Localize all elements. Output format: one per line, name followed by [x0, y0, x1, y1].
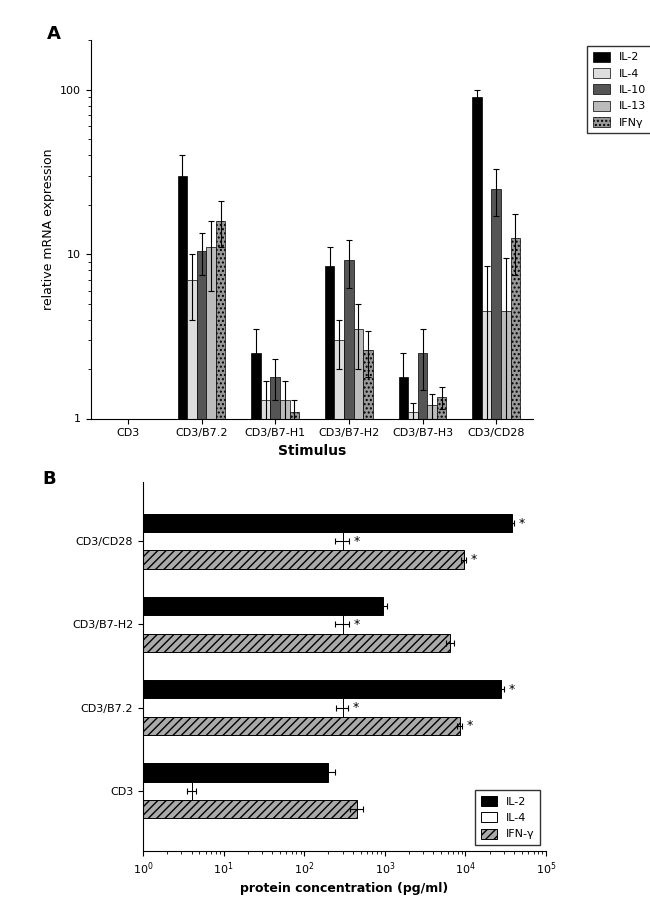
Bar	[270, 376, 280, 900]
Bar	[398, 376, 408, 900]
Text: *: *	[467, 719, 473, 733]
Bar	[501, 311, 510, 900]
Bar	[510, 238, 520, 900]
Bar	[177, 176, 187, 900]
Bar	[472, 97, 482, 900]
Bar	[261, 400, 270, 900]
Bar	[491, 189, 501, 900]
Bar	[354, 329, 363, 900]
Bar	[187, 280, 197, 900]
X-axis label: protein concentration (pg/ml): protein concentration (pg/ml)	[240, 882, 448, 896]
Legend: IL-2, IL-4, IL-10, IL-13, IFNγ: IL-2, IL-4, IL-10, IL-13, IFNγ	[588, 46, 650, 133]
Bar	[0, 763, 328, 781]
Bar	[418, 353, 427, 900]
Bar	[197, 251, 206, 900]
Bar	[0, 597, 383, 616]
Bar	[363, 350, 373, 900]
Bar	[335, 340, 344, 900]
X-axis label: Stimulus: Stimulus	[278, 444, 346, 458]
Text: *: *	[352, 701, 359, 714]
Bar	[408, 411, 418, 900]
Bar	[0, 680, 501, 698]
Bar	[0, 781, 192, 800]
Bar	[289, 411, 299, 900]
Bar	[280, 400, 289, 900]
Bar	[216, 220, 226, 900]
Bar	[325, 266, 335, 900]
Bar	[251, 353, 261, 900]
Text: *: *	[471, 554, 477, 566]
Bar	[482, 311, 491, 900]
Bar	[0, 716, 460, 735]
Bar	[344, 260, 354, 900]
Text: *: *	[508, 683, 515, 696]
Text: *: *	[519, 517, 525, 529]
Bar	[427, 406, 437, 900]
Bar	[0, 698, 343, 716]
Legend: IL-2, IL-4, IFN-γ: IL-2, IL-4, IFN-γ	[475, 790, 540, 845]
Bar	[0, 634, 450, 652]
Y-axis label: relative mRNA expression: relative mRNA expression	[42, 148, 55, 310]
Text: *: *	[353, 618, 359, 631]
Bar	[0, 551, 463, 569]
Text: B: B	[42, 471, 56, 489]
Bar	[0, 514, 512, 532]
Bar	[0, 800, 357, 818]
Bar	[0, 532, 343, 551]
Bar	[206, 248, 216, 900]
Bar	[0, 616, 343, 634]
Text: A: A	[47, 25, 60, 43]
Bar	[437, 397, 447, 900]
Text: *: *	[353, 535, 359, 548]
